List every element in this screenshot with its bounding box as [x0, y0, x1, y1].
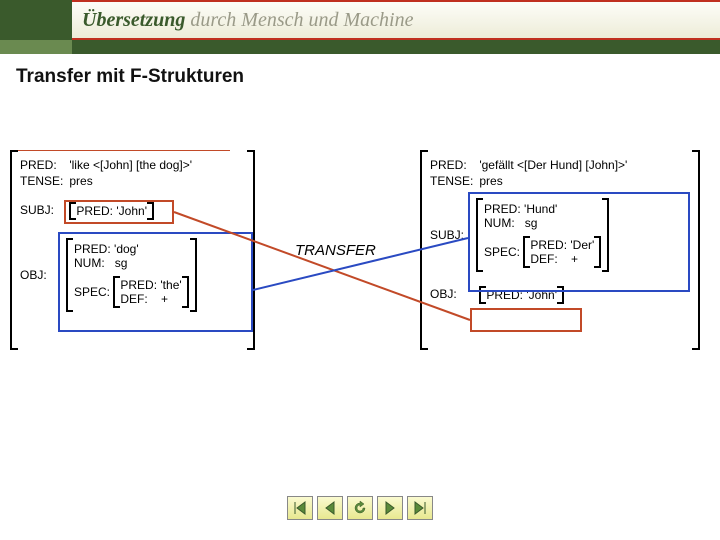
transfer-label: TRANSFER — [295, 242, 376, 259]
l-tense-label: TENSE: — [20, 174, 66, 188]
slide-title: Transfer mit F-Strukturen — [16, 66, 244, 88]
nav-next-button[interactable] — [377, 496, 403, 520]
next-icon — [382, 500, 398, 516]
header: Übersetzung durch Mensch und Machine — [0, 0, 720, 54]
nav-controls — [287, 496, 433, 520]
header-accent-block — [0, 0, 72, 40]
r-tense-val: pres — [479, 174, 502, 188]
nav-first-button[interactable] — [287, 496, 313, 520]
nav-last-button[interactable] — [407, 496, 433, 520]
header-title-area: Übersetzung durch Mensch und Machine — [72, 0, 720, 40]
r-pred-val: 'gefällt <[Der Hund] [John]>' — [479, 158, 627, 172]
header-title-em: Übersetzung — [82, 9, 185, 31]
diagram: PRED: 'like <[John] [the dog]>' TENSE: p… — [10, 150, 710, 420]
first-icon — [292, 500, 308, 516]
nav-reload-button[interactable] — [347, 496, 373, 520]
nav-prev-button[interactable] — [317, 496, 343, 520]
header-title-rest: durch Mensch und Machine — [185, 9, 413, 31]
highlight-left-subj-red — [64, 200, 174, 224]
header-title: Übersetzung durch Mensch und Machine — [82, 9, 413, 32]
header-underbar-right — [72, 40, 720, 54]
prev-icon — [322, 500, 338, 516]
highlight-right-obj-red — [470, 308, 582, 332]
l-subj-label: SUBJ: — [20, 203, 66, 217]
r-tense-label: TENSE: — [430, 174, 476, 188]
highlight-left-obj-blue — [58, 232, 253, 332]
highlight-right-subj-blue — [468, 192, 690, 292]
reload-icon — [352, 500, 368, 516]
l-pred-label: PRED: — [20, 158, 66, 172]
r-pred-label: PRED: — [430, 158, 476, 172]
l-pred-val: 'like <[John] [the dog]>' — [69, 158, 192, 172]
header-underbar-left — [0, 40, 72, 54]
last-icon — [412, 500, 428, 516]
l-tense-val: pres — [69, 174, 92, 188]
